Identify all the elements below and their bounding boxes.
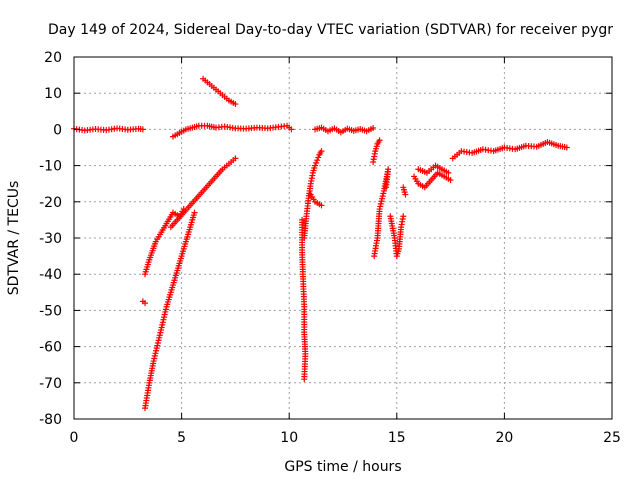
y-tick-label: -40 [39, 267, 62, 283]
data-point [232, 155, 239, 162]
data-point [318, 148, 325, 155]
data-point [383, 184, 390, 191]
data-point [139, 126, 146, 133]
y-tick-label: 0 [53, 122, 62, 138]
data-point [288, 126, 295, 133]
data-point [142, 300, 149, 307]
data-point [447, 177, 454, 184]
data-point [400, 213, 407, 220]
data-point [314, 157, 321, 164]
data-point [318, 202, 325, 209]
data-point [312, 162, 319, 169]
y-tick-label: 20 [44, 50, 62, 66]
chart-title: Day 149 of 2024, Sidereal Day-to-day VTE… [48, 22, 613, 38]
data-point [315, 154, 322, 161]
data-point [191, 209, 198, 216]
x-tick-label: 10 [280, 430, 298, 446]
x-tick-label: 0 [70, 430, 79, 446]
y-tick-label: 10 [44, 86, 62, 102]
y-tick-label: -20 [39, 195, 62, 211]
data-point [402, 191, 409, 198]
y-tick-label: -60 [39, 340, 62, 356]
data-point [445, 169, 452, 176]
x-tick-label: 15 [388, 430, 406, 446]
data-point [370, 124, 377, 131]
data-point [313, 159, 320, 166]
y-tick-label: -30 [39, 231, 62, 247]
y-tick-label: -50 [39, 303, 62, 319]
x-tick-label: 20 [495, 430, 513, 446]
data-point [232, 101, 239, 108]
data-points [71, 75, 570, 412]
ticks: 0 5 10 15 20 25 -80 -70 -60 -50 -40 -30 -20 -10 0 10 20 [39, 50, 621, 446]
data-point [301, 376, 308, 383]
y-tick-label: -80 [39, 412, 62, 428]
x-axis-title: GPS time / hours [284, 459, 401, 475]
x-tick-label: 5 [177, 430, 186, 446]
y-tick-label: -10 [39, 159, 62, 175]
data-point [563, 144, 570, 151]
y-axis-title: SDTVAR / TECUs [6, 181, 22, 296]
y-tick-label: -70 [39, 376, 62, 392]
data-point [376, 137, 383, 144]
x-tick-label: 25 [603, 430, 621, 446]
